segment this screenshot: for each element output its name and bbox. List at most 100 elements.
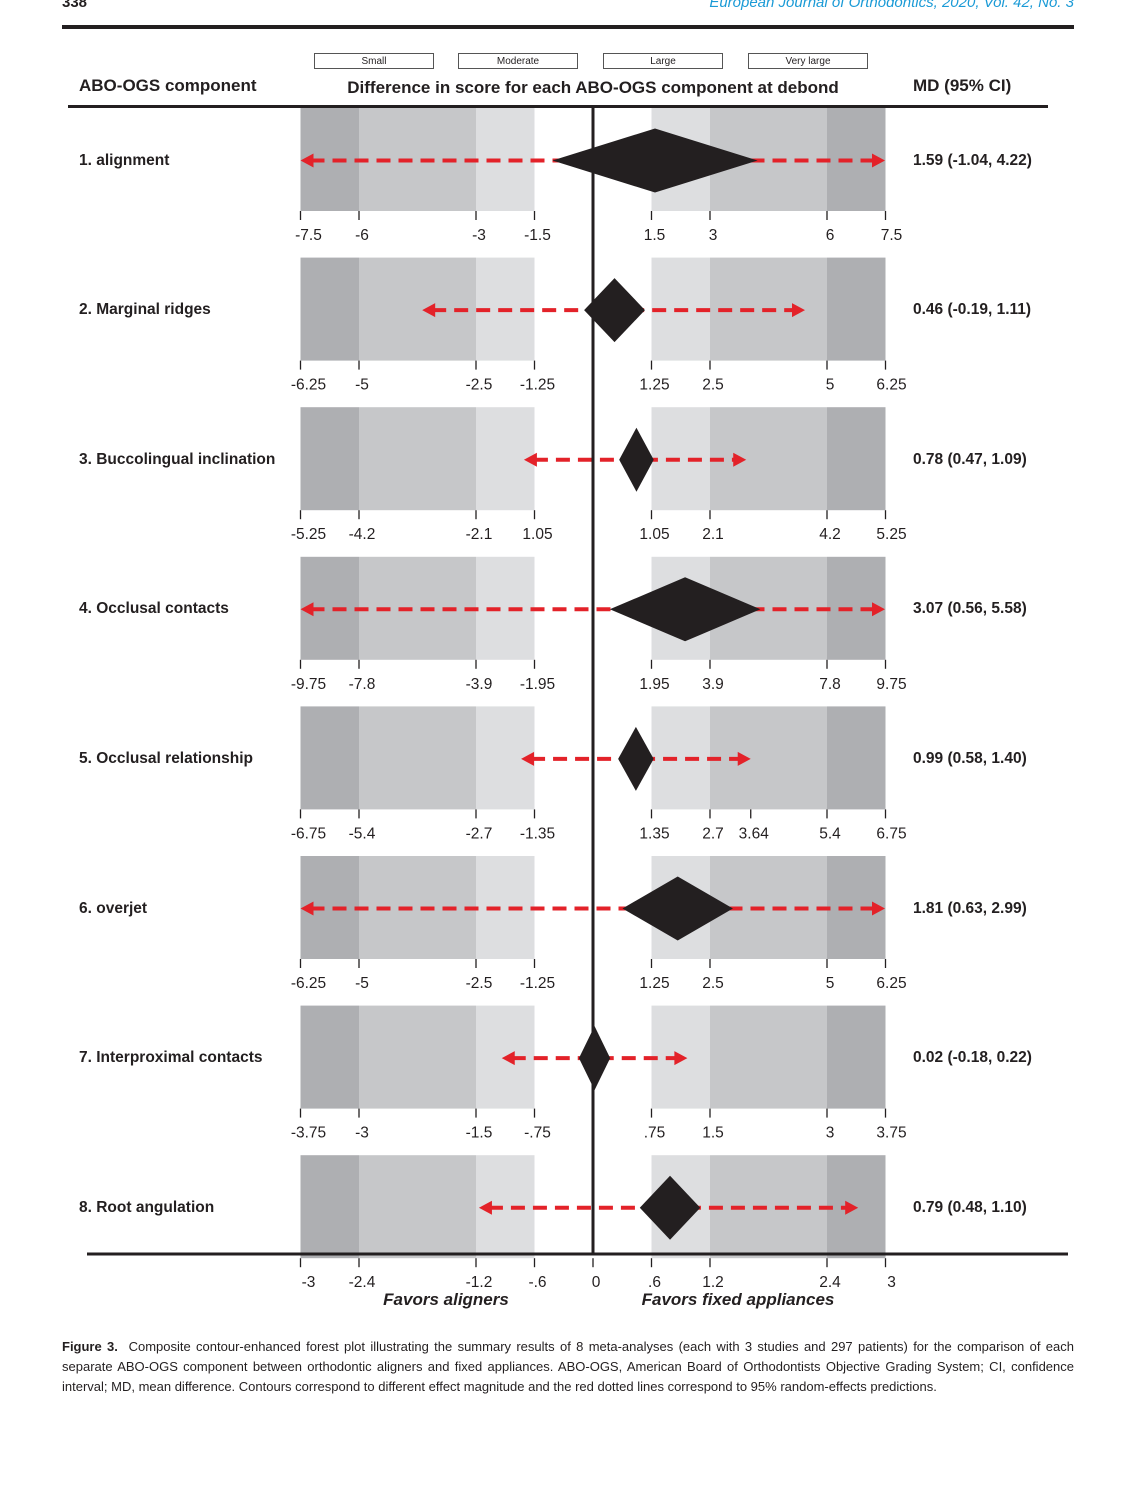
summary-diamond (622, 876, 733, 941)
component-label: 6. overjet (79, 899, 148, 917)
tick-label: 3.75 (876, 1125, 906, 1142)
tick-label: 5 (826, 975, 835, 992)
arrowhead-right-icon (845, 1200, 859, 1215)
contour-band (827, 257, 886, 361)
tick-label: 5 (826, 377, 835, 394)
tick-label: 1.25 (639, 975, 669, 992)
chart-title: Difference in score for each ABO-OGS com… (347, 78, 839, 97)
tick-label: .75 (644, 1125, 666, 1142)
column-header-rule (68, 105, 1048, 108)
contour-band (300, 407, 359, 511)
tick-label: -7.8 (349, 676, 376, 693)
tick-label: -5 (355, 975, 369, 992)
tick-label: -1.35 (520, 825, 555, 842)
contour-band (710, 1005, 827, 1109)
caption-text: Composite contour-enhanced forest plot i… (62, 1339, 1074, 1394)
summary-diamond (578, 1026, 611, 1091)
md-ci-value: 1.81 (0.63, 2.99) (913, 899, 1027, 917)
tick-label: -6.25 (291, 377, 326, 394)
tick-label: 7.5 (881, 227, 903, 244)
tick-label: -2.1 (466, 526, 493, 543)
arrowhead-left-icon (523, 452, 537, 467)
page-number: 338 (62, 0, 88, 11)
tick-label: -3.75 (291, 1125, 326, 1142)
tick-label: -1.5 (466, 1125, 493, 1142)
arrowhead-right-icon (872, 901, 885, 916)
tick-label: -6.75 (291, 825, 326, 842)
tick-label: 1.25 (639, 377, 669, 394)
contour-band (476, 556, 535, 660)
contour-band (827, 706, 886, 810)
tick-label: -1.2 (466, 1274, 493, 1291)
md-ci-value: 0.46 (-0.19, 1.11) (913, 301, 1032, 319)
tick-label: -1.25 (520, 377, 555, 394)
summary-diamond (584, 278, 645, 343)
tick-label: 6.25 (876, 975, 906, 992)
tick-label: -9.75 (291, 676, 326, 693)
contour-band (476, 856, 535, 959)
tick-label: -5 (355, 377, 369, 394)
tick-label: -3 (472, 227, 486, 244)
md-ci-value: 0.99 (0.58, 1.40) (913, 749, 1027, 767)
arrowhead-left-icon (521, 751, 535, 766)
tick-label: 3 (709, 227, 718, 244)
tick-label: 3 (826, 1125, 835, 1142)
contour-band (300, 257, 359, 361)
contour-band (359, 1155, 476, 1259)
figure-caption: Figure 3. Composite contour-enhanced for… (62, 1337, 1074, 1397)
tick-label: 2.7 (702, 825, 724, 842)
summary-diamond (609, 577, 761, 642)
summary-diamond (619, 427, 654, 492)
contour-band (300, 706, 359, 810)
tick-label: 6 (826, 227, 835, 244)
tick-label: -2.7 (466, 825, 493, 842)
arrowhead-left-icon (300, 901, 314, 916)
arrowhead-right-icon (872, 602, 885, 617)
contour-band (359, 407, 476, 511)
component-label: 4. Occlusal contacts (79, 600, 229, 618)
tick-label: 1.95 (639, 676, 669, 693)
tick-label: .6 (648, 1274, 661, 1291)
tick-label: -7.5 (295, 227, 322, 244)
component-label: 3. Buccolingual inclination (79, 450, 276, 468)
tick-label: -.75 (524, 1125, 551, 1142)
legend-small: Small (314, 53, 434, 69)
arrowhead-left-icon (300, 153, 314, 168)
component-label: 8. Root angulation (79, 1198, 215, 1216)
contour-band (300, 1155, 359, 1259)
tick-label: 1.05 (522, 526, 552, 543)
component-label: 1. alignment (79, 151, 170, 169)
tick-label: 1.5 (644, 227, 666, 244)
contour-band (300, 1005, 359, 1109)
contour-band (710, 407, 827, 511)
tick-label: 1.05 (639, 526, 669, 543)
tick-label: 2.4 (819, 1274, 841, 1291)
contour-band (359, 706, 476, 810)
tick-label: 1.5 (702, 1125, 724, 1142)
tick-label: 2.5 (702, 377, 724, 394)
md-ci-value: 1.59 (-1.04, 4.22) (913, 151, 1032, 169)
tick-label: -3.9 (466, 676, 493, 693)
component-label: 7. Interproximal contacts (79, 1049, 263, 1067)
favors-fixed-label: Favors fixed appliances (641, 1290, 835, 1309)
arrowhead-left-icon (501, 1051, 515, 1066)
md-ci-value: 0.78 (0.47, 1.09) (913, 450, 1027, 468)
tick-label: 0 (592, 1274, 601, 1291)
tick-label: 6.75 (876, 825, 906, 842)
journal-citation: European Journal of Orthodontics, 2020, … (709, 0, 1074, 11)
legend-very-large: Very large (748, 53, 868, 69)
column-header-md: MD (95% CI) (913, 76, 1012, 95)
contour-band (476, 407, 535, 511)
tick-label: -2.5 (466, 377, 493, 394)
arrowhead-left-icon (478, 1200, 492, 1215)
tick-label: 3.64 (739, 825, 770, 842)
tick-label: 1.35 (639, 825, 669, 842)
summary-diamond (639, 1175, 701, 1240)
tick-label: 3 (887, 1274, 896, 1291)
md-ci-value: 0.79 (0.48, 1.10) (913, 1198, 1027, 1216)
contour-band (827, 1005, 886, 1109)
legend-moderate: Moderate (458, 53, 578, 69)
arrowhead-right-icon (674, 1051, 688, 1066)
column-header-component: ABO-OGS component (79, 76, 257, 95)
